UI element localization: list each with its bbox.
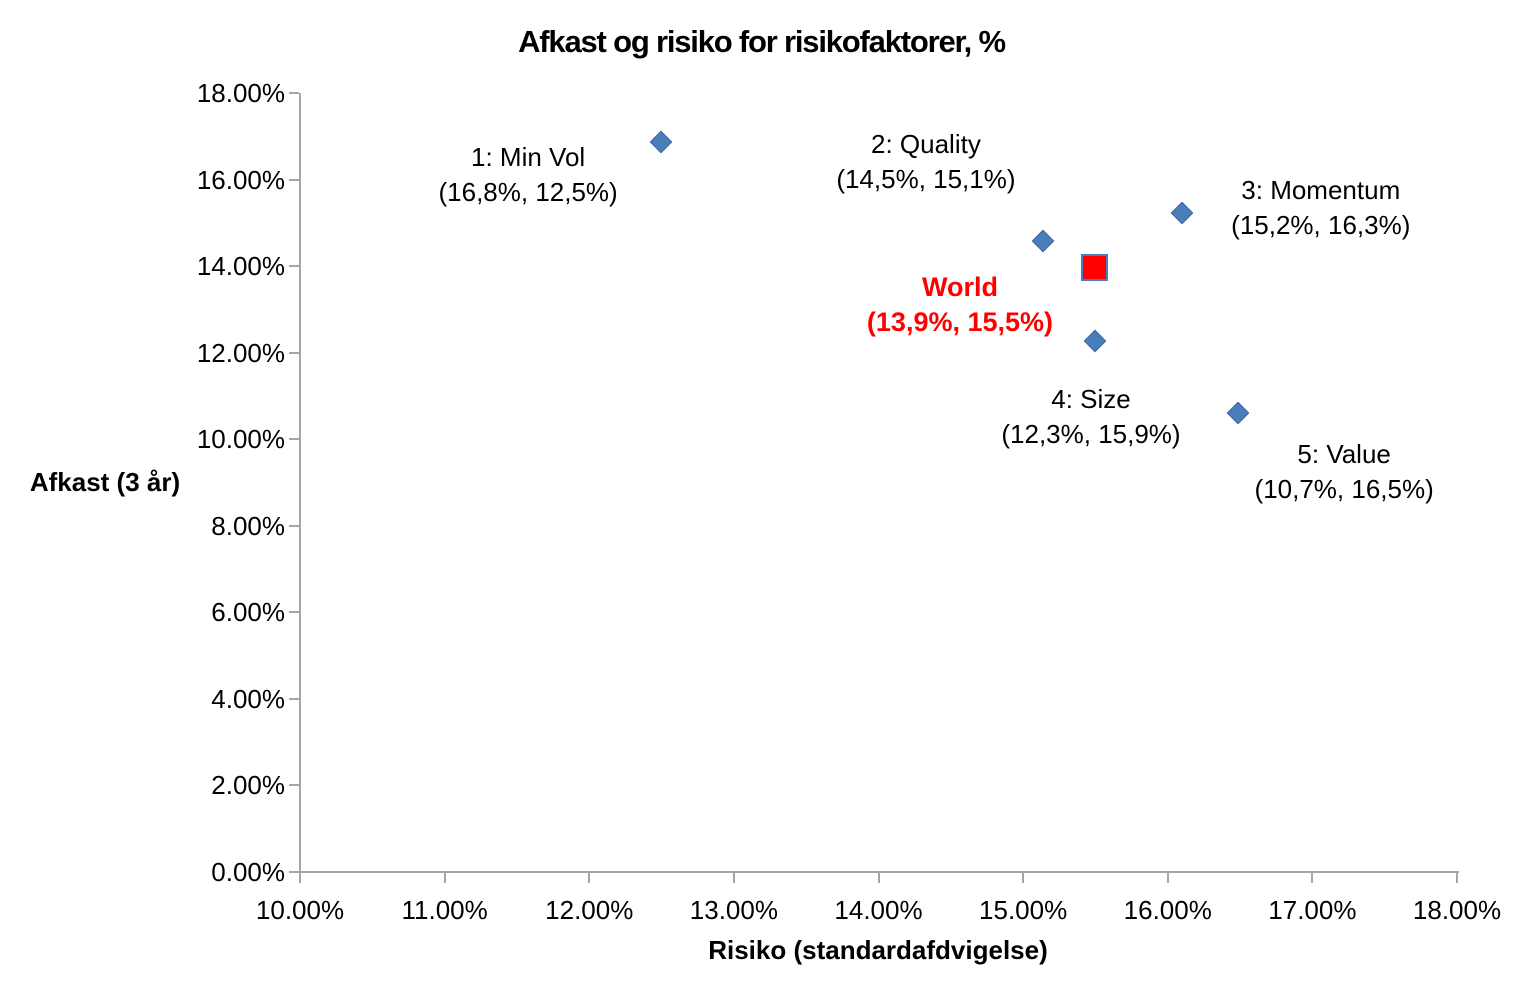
y-tick-mark [289,611,299,614]
label-line: 5: Value [1297,439,1391,470]
data-point-value-label: 5: Value (10,7%, 16,5%) [1174,437,1514,507]
y-tick-mark [289,178,299,181]
label-line: 2: Quality [871,129,981,160]
y-axis-title: Afkast (3 år) [29,467,181,497]
y-tick-mark [289,351,299,354]
label-line: (15,2%, 16,3%) [1231,210,1411,240]
y-tick-label: 0.00% [211,857,285,887]
x-axis-title: Risiko (standardafdvigelse) [708,935,1048,965]
y-axis-line [299,93,301,873]
label-line: 4: Size [1051,383,1131,414]
y-tick-label: 4.00% [211,683,285,714]
data-point-min-vol-label: 1: Min Vol (16,8%, 12,5%) [358,140,698,210]
label-line: (16,8%, 12,5%) [438,176,618,207]
data-point-size-label: 4: Size (12,3%, 15,9%) [921,382,1261,452]
y-tick-mark [289,438,299,441]
label-line: World [921,272,998,303]
y-tick-mark [289,265,299,268]
x-tick-label: 12.00% [545,895,634,925]
x-tick-mark [877,873,880,883]
data-point-world-marker [1080,254,1108,282]
y-tick-label: 6.00% [211,597,285,628]
label-line: (10,7%, 16,5%) [1254,474,1434,505]
y-tick-label: 8.00% [211,510,285,541]
x-tick-mark [299,873,301,883]
x-tick-label: 14.00% [834,895,923,925]
chart-title: Afkast og risiko for risikofaktorer, % [518,24,1006,59]
y-tick-label: 12.00% [196,337,285,368]
x-tick-mark [1166,873,1169,883]
x-tick-label: 18.00% [1412,895,1502,925]
y-tick-label: 10.00% [196,424,285,455]
label-line: 3: Momentum [1241,175,1401,205]
x-tick-mark [1311,873,1314,883]
data-point-quality-label: 2: Quality (14,5%, 15,1%) [756,127,1096,197]
label-line: (13,9%, 15,5%) [866,307,1054,338]
x-tick-label: 16.00% [1123,895,1212,925]
y-tick-mark [289,784,299,787]
x-tick-label: 15.00% [979,895,1068,925]
y-tick-label: 16.00% [196,164,285,195]
x-tick-mark [588,873,591,883]
y-tick-mark [289,524,299,527]
y-tick-mark [289,871,299,873]
y-tick-mark [289,697,299,700]
x-tick-label: 10.00% [255,895,345,925]
y-tick-label: 14.00% [196,251,285,282]
data-point-momentum-label: 3: Momentum (15,2%, 16,3%) [1151,173,1491,243]
x-tick-mark [1022,873,1025,883]
label-line: 1: Min Vol [471,141,586,172]
data-point-quality-marker [1031,229,1055,253]
y-tick-label: 18.00% [196,78,285,108]
x-tick-mark [443,873,446,883]
label-line: (14,5%, 15,1%) [836,164,1016,195]
y-tick-label: 2.00% [211,770,285,801]
x-tick-label: 11.00% [401,895,488,925]
x-tick-mark [1456,873,1458,883]
x-tick-label: 17.00% [1268,895,1357,925]
data-point-world-label: World (13,9%, 15,5%) [790,270,1130,340]
x-tick-label: 13.00% [689,895,778,925]
x-axis-line [299,871,1459,873]
x-tick-mark [732,873,735,883]
label-line: (12,3%, 15,9%) [1001,418,1181,449]
y-tick-mark [289,92,299,94]
